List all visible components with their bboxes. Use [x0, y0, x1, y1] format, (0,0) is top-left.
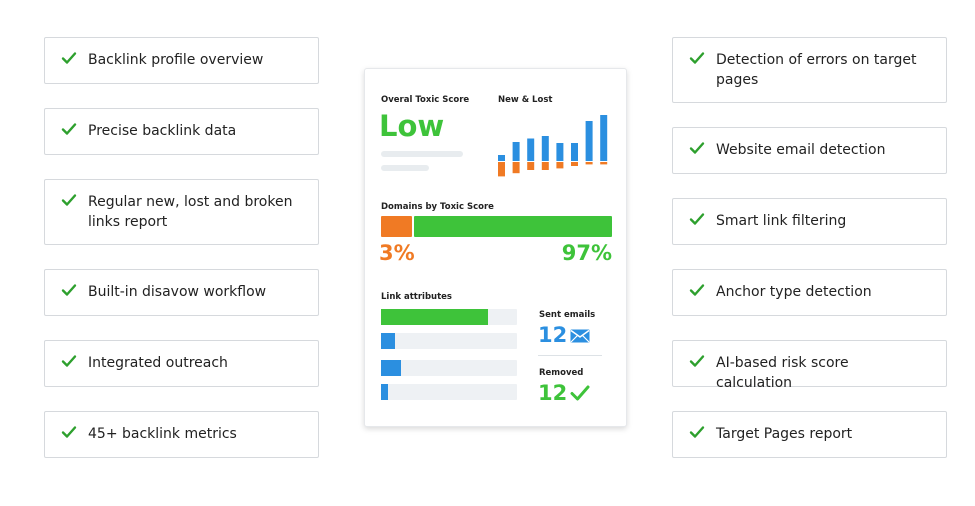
feature-label: AI-based risk score calculation [716, 355, 849, 391]
feature-label: Regular new, lost and broken links repor… [88, 194, 293, 230]
new-bar [600, 115, 608, 161]
feature-card-target-pages: Target Pages report [672, 411, 947, 458]
link-attr-track [381, 333, 517, 349]
domains-left-pct: 3% [379, 241, 415, 265]
feature-card-outreach: Integrated outreach [44, 340, 319, 387]
feature-card-precise-data: Precise backlink data [44, 108, 319, 155]
lost-bar [556, 162, 564, 169]
check-icon [689, 355, 705, 367]
check-icon [61, 194, 77, 206]
domains-bar-safe [414, 216, 612, 237]
link-attr-track [381, 309, 517, 325]
feature-label: Website email detection [716, 142, 886, 158]
check-icon [61, 52, 77, 64]
feature-card-target-errors: Detection of errors on target pages [672, 37, 947, 103]
lost-bar [585, 162, 593, 165]
domains-bar-toxic [381, 216, 412, 237]
new-bar [571, 143, 578, 161]
check-icon [689, 284, 705, 296]
check-icon [689, 426, 705, 438]
link-attr-bar [381, 333, 395, 349]
check-icon [61, 426, 77, 438]
new-lost-chart [498, 115, 608, 177]
feature-label: Backlink profile overview [88, 52, 264, 68]
new-bar [512, 142, 520, 161]
feature-card-disavow: Built-in disavow workflow [44, 269, 319, 316]
toxic-score-value: Low [379, 109, 445, 143]
feature-label: Target Pages report [716, 426, 853, 442]
lost-bar [512, 162, 520, 174]
check-icon [689, 52, 705, 64]
feature-card-links-report: Regular new, lost and broken links repor… [44, 179, 319, 245]
placeholder-line [381, 151, 463, 157]
feature-card-metrics: 45+ backlink metrics [44, 411, 319, 458]
dashboard-preview-panel: Overal Toxic Score Low New & Lost Domain… [364, 68, 627, 427]
check-icon [689, 213, 705, 225]
feature-card-link-filtering: Smart link filtering [672, 198, 947, 245]
lost-bar [527, 162, 535, 170]
check-icon [570, 385, 590, 401]
toxic-score-title: Overal Toxic Score [381, 95, 470, 105]
link-attr-bar [381, 360, 402, 376]
domains-title: Domains by Toxic Score [381, 202, 494, 212]
lost-bar [571, 162, 578, 166]
feature-label: Anchor type detection [716, 284, 872, 300]
new-bar [498, 155, 505, 161]
link-attributes-title: Link attributes [381, 292, 452, 302]
feature-label: Built-in disavow workflow [88, 284, 267, 300]
lost-bar [498, 162, 505, 177]
check-icon [61, 284, 77, 296]
divider [538, 355, 602, 356]
removed-value: 12 [538, 381, 568, 405]
check-icon [689, 142, 705, 154]
sent-emails-value: 12 [538, 323, 568, 347]
new-lost-title: New & Lost [498, 95, 553, 105]
feature-card-anchor-type: Anchor type detection [672, 269, 947, 316]
link-attr-bar [381, 384, 388, 400]
feature-label: Smart link filtering [716, 213, 847, 229]
link-attr-bar [381, 309, 489, 325]
feature-label: Integrated outreach [88, 355, 228, 371]
new-bar [541, 136, 549, 161]
link-attr-track [381, 384, 517, 400]
feature-label: Detection of errors on target pages [716, 52, 917, 88]
feature-card-email-detection: Website email detection [672, 127, 947, 174]
placeholder-line [381, 165, 429, 171]
lost-bar [541, 162, 549, 170]
link-attr-track [381, 360, 517, 376]
check-icon [61, 355, 77, 367]
new-bar [527, 138, 535, 161]
feature-card-backlink-overview: Backlink profile overview [44, 37, 319, 84]
lost-bar [600, 162, 608, 165]
mail-icon [570, 329, 590, 343]
removed-title: Removed [539, 368, 584, 378]
feature-card-risk-score: AI-based risk score calculation [672, 340, 947, 391]
check-icon [61, 123, 77, 135]
feature-label: Precise backlink data [88, 123, 237, 139]
sent-emails-title: Sent emails [539, 310, 596, 320]
new-bar [585, 121, 593, 161]
domains-right-pct: 97% [561, 241, 612, 265]
feature-label: 45+ backlink metrics [88, 426, 237, 442]
new-bar [556, 143, 564, 161]
